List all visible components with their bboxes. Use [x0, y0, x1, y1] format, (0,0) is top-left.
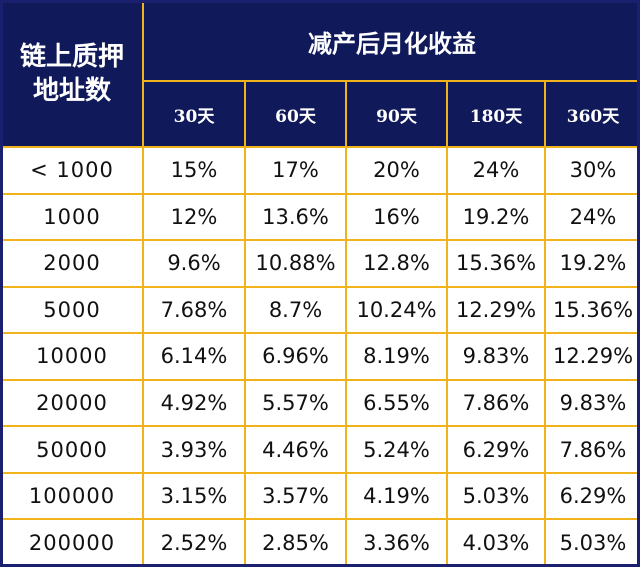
yield-cell: 6.29% — [446, 425, 546, 474]
yield-cell: 12.8% — [345, 239, 448, 288]
table-row: 2000 9.6% 10.88% 12.8% 15.36% 19.2% — [0, 239, 640, 288]
yield-cell: 9.6% — [142, 239, 246, 288]
yield-cell: 6.29% — [544, 471, 640, 521]
yield-cell: 2.52% — [142, 518, 246, 567]
yield-cell: 9.83% — [544, 378, 640, 428]
yield-cell: 12.29% — [446, 285, 546, 335]
yield-cell: 15% — [142, 146, 246, 195]
yield-cell: 9.83% — [446, 332, 546, 381]
yield-cell: 7.68% — [142, 285, 246, 335]
yield-cell: 2.85% — [244, 518, 347, 567]
address-count-cell: 5000 — [0, 285, 144, 335]
yield-cell: 15.36% — [446, 239, 546, 288]
address-count-cell: 50000 — [0, 425, 144, 474]
table-row: 200000 2.52% 2.85% 3.36% 4.03% 5.03% — [0, 518, 640, 567]
table-row: 5000 7.68% 8.7% 10.24% 12.29% 15.36% — [0, 285, 640, 335]
yield-cell: 30% — [544, 146, 640, 195]
yield-cell: 5.03% — [544, 518, 640, 567]
yield-cell: 10.24% — [345, 285, 448, 335]
yield-cell: 16% — [345, 192, 448, 242]
yield-cell: 6.55% — [345, 378, 448, 428]
table-row: 20000 4.92% 5.57% 6.55% 7.86% 9.83% — [0, 378, 640, 428]
yield-cell: 24% — [544, 192, 640, 242]
yield-cell: 5.57% — [244, 378, 347, 428]
yield-cell: 4.03% — [446, 518, 546, 567]
address-count-cell: 1000 — [0, 192, 144, 242]
table-row: 50000 3.93% 4.46% 5.24% 6.29% 7.86% — [0, 425, 640, 474]
yield-cell: 7.86% — [446, 378, 546, 428]
yield-cell: 24% — [446, 146, 546, 195]
table-row: < 1000 15% 17% 20% 24% 30% — [0, 146, 640, 195]
monthly-yield-header: 减产后月化收益 — [142, 0, 640, 82]
address-count-cell: 100000 — [0, 471, 144, 521]
address-count-cell: 10000 — [0, 332, 144, 381]
yield-cell: 5.03% — [446, 471, 546, 521]
table-body: < 1000 15% 17% 20% 24% 30% 1000 12% 13.6% 16% 19.2… — [0, 146, 640, 567]
yield-cell: 20% — [345, 146, 448, 195]
address-count-cell: < 1000 — [0, 146, 144, 195]
address-count-header: 链上质押 地址数 — [0, 0, 144, 148]
yield-cell: 6.14% — [142, 332, 246, 381]
yield-cell: 3.36% — [345, 518, 448, 567]
yield-cell: 13.6% — [244, 192, 347, 242]
address-count-header-line2: 地址数 — [32, 76, 111, 106]
yield-cell: 8.7% — [244, 285, 347, 335]
address-count-cell: 200000 — [0, 518, 144, 567]
address-count-header-line1: 链上质押 — [19, 42, 124, 72]
yield-cell: 7.86% — [544, 425, 640, 474]
period-header-180: 180天 — [446, 80, 546, 148]
yield-cell: 3.15% — [142, 471, 246, 521]
period-header-360: 360天 — [544, 80, 640, 148]
address-count-cell: 2000 — [0, 239, 144, 288]
table-row: 10000 6.14% 6.96% 8.19% 9.83% 12.29% — [0, 332, 640, 381]
yield-cell: 19.2% — [544, 239, 640, 288]
yield-cell: 6.96% — [244, 332, 347, 381]
yield-cell: 8.19% — [345, 332, 448, 381]
yield-cell: 17% — [244, 146, 347, 195]
period-header-90: 90天 — [345, 80, 448, 148]
yield-cell: 12.29% — [544, 332, 640, 381]
table-row: 100000 3.15% 3.57% 4.19% 5.03% 6.29% — [0, 471, 640, 521]
yield-cell: 5.24% — [345, 425, 448, 474]
yield-cell: 3.57% — [244, 471, 347, 521]
yield-cell: 4.19% — [345, 471, 448, 521]
yield-cell: 12% — [142, 192, 246, 242]
yield-cell: 4.92% — [142, 378, 246, 428]
yield-cell: 15.36% — [544, 285, 640, 335]
yield-cell: 3.93% — [142, 425, 246, 474]
table-row: 1000 12% 13.6% 16% 19.2% 24% — [0, 192, 640, 242]
table-header: 链上质押 地址数 减产后月化收益 30天 60天 90天 180天 360天 — [0, 0, 640, 148]
period-header-30: 30天 — [142, 80, 246, 148]
yield-cell: 10.88% — [244, 239, 347, 288]
period-header-60: 60天 — [244, 80, 347, 148]
yield-cell: 4.46% — [244, 425, 347, 474]
yield-cell: 19.2% — [446, 192, 546, 242]
address-count-cell: 20000 — [0, 378, 144, 428]
